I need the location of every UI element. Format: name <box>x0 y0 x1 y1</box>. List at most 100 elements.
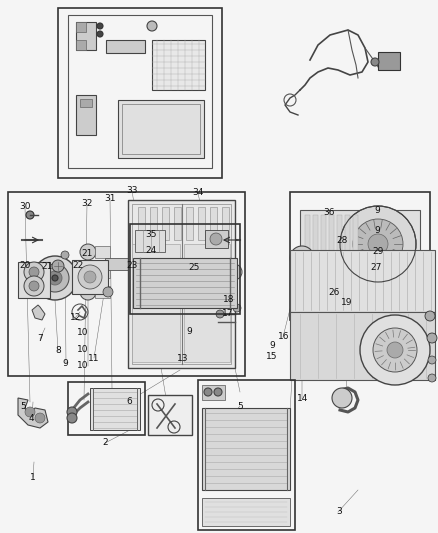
Circle shape <box>428 374 436 382</box>
Bar <box>353 215 358 265</box>
Text: 18: 18 <box>223 295 234 304</box>
Circle shape <box>52 260 64 272</box>
Text: 32: 32 <box>81 199 92 208</box>
Circle shape <box>78 265 102 289</box>
Circle shape <box>425 311 435 321</box>
Circle shape <box>25 407 35 417</box>
Text: 9: 9 <box>374 226 381 235</box>
Bar <box>76 95 96 135</box>
Bar <box>318 294 428 314</box>
Text: 5: 5 <box>237 402 243 410</box>
Circle shape <box>233 304 241 312</box>
Bar <box>313 215 318 265</box>
Bar <box>300 210 420 270</box>
Polygon shape <box>18 398 48 428</box>
Bar <box>345 215 350 265</box>
Bar <box>80 99 92 107</box>
Circle shape <box>97 31 103 37</box>
Circle shape <box>48 271 62 285</box>
Text: 23: 23 <box>127 261 138 270</box>
Circle shape <box>371 58 379 66</box>
Bar <box>152 40 205 90</box>
Bar <box>132 244 180 362</box>
Circle shape <box>80 244 96 260</box>
Bar <box>174 207 181 240</box>
Circle shape <box>97 23 103 29</box>
Circle shape <box>226 264 242 280</box>
Bar <box>122 104 200 154</box>
Text: 29: 29 <box>372 247 383 256</box>
Circle shape <box>61 251 69 259</box>
Bar <box>106 40 145 53</box>
Text: 13: 13 <box>177 354 189 362</box>
Bar <box>202 385 225 400</box>
Bar <box>210 207 217 240</box>
Circle shape <box>428 356 436 364</box>
Bar <box>105 258 128 270</box>
Text: 26: 26 <box>328 288 339 296</box>
Bar <box>290 312 435 380</box>
Text: 36: 36 <box>324 208 335 216</box>
Bar <box>95 266 110 278</box>
Bar <box>198 380 295 530</box>
Bar <box>76 22 96 50</box>
Text: 2: 2 <box>102 438 108 447</box>
Circle shape <box>427 333 437 343</box>
Bar <box>128 200 235 368</box>
Text: 5: 5 <box>20 402 26 410</box>
Circle shape <box>24 276 44 296</box>
Text: 24: 24 <box>145 246 157 255</box>
Text: 27: 27 <box>370 263 381 272</box>
Text: 30: 30 <box>20 203 31 211</box>
Bar <box>329 215 334 265</box>
Bar <box>184 244 230 362</box>
Text: 33: 33 <box>127 187 138 195</box>
Circle shape <box>67 407 77 417</box>
Bar <box>222 207 229 240</box>
Bar <box>138 207 145 240</box>
Circle shape <box>67 413 77 423</box>
Text: 10: 10 <box>77 361 88 369</box>
Circle shape <box>29 267 39 277</box>
Circle shape <box>26 211 34 219</box>
Circle shape <box>24 262 44 282</box>
Bar <box>337 215 342 265</box>
Circle shape <box>296 252 308 264</box>
Circle shape <box>214 388 222 396</box>
Bar <box>378 52 400 70</box>
Bar <box>290 250 435 312</box>
Text: 3: 3 <box>336 507 343 516</box>
Bar <box>118 100 204 158</box>
Text: 34: 34 <box>192 189 204 197</box>
Text: 14: 14 <box>297 394 309 403</box>
Bar <box>132 204 231 364</box>
Text: 12: 12 <box>70 313 81 321</box>
Bar <box>18 262 50 298</box>
Circle shape <box>52 275 58 281</box>
Circle shape <box>147 21 157 31</box>
Circle shape <box>216 310 224 318</box>
Circle shape <box>294 254 302 262</box>
Bar <box>68 382 145 435</box>
Circle shape <box>33 256 77 300</box>
Circle shape <box>204 388 212 396</box>
Circle shape <box>103 287 113 297</box>
Text: 9: 9 <box>63 359 69 368</box>
Bar <box>76 40 86 50</box>
Text: 28: 28 <box>337 237 348 245</box>
Text: 8: 8 <box>55 346 61 355</box>
Circle shape <box>80 284 96 300</box>
Bar <box>298 272 368 282</box>
Circle shape <box>84 271 96 283</box>
Circle shape <box>29 281 39 291</box>
Bar <box>186 207 193 240</box>
Text: 25: 25 <box>188 263 199 272</box>
Text: 10: 10 <box>77 328 88 336</box>
Bar <box>305 215 310 265</box>
Text: 17: 17 <box>222 309 233 318</box>
Text: 15: 15 <box>266 352 277 360</box>
Bar <box>68 15 212 168</box>
Circle shape <box>373 328 417 372</box>
Circle shape <box>41 264 69 292</box>
Bar <box>226 266 234 278</box>
